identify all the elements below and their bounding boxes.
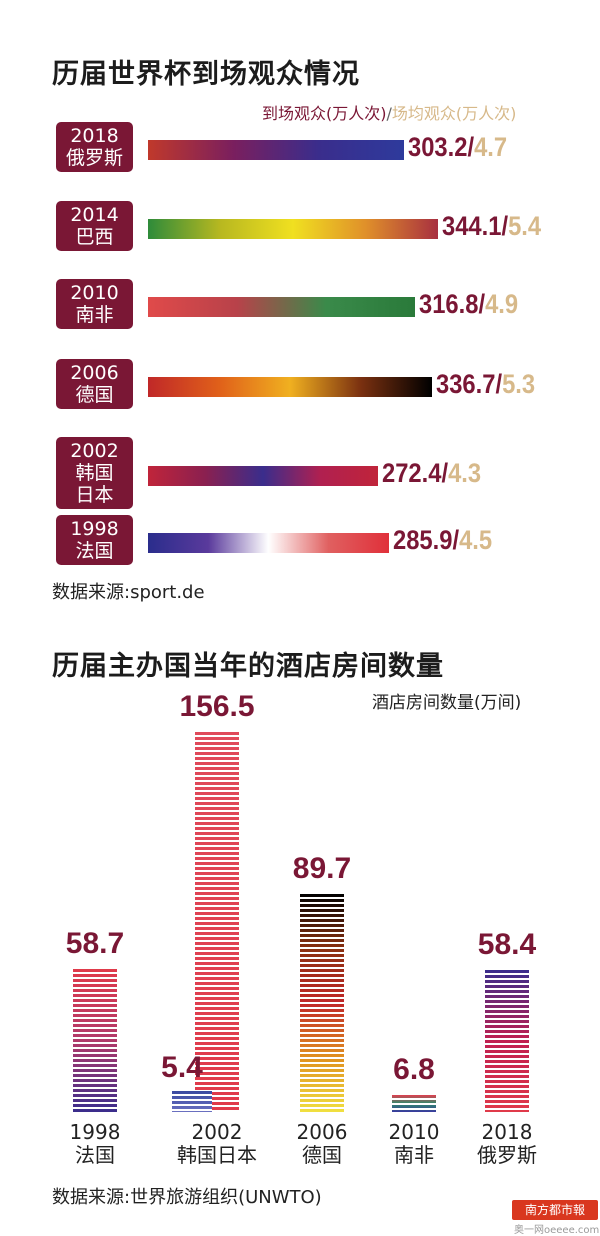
category-year: 2014 — [70, 204, 119, 226]
room-bar-small — [172, 1091, 212, 1112]
value-label: 285.9/4.5 — [393, 525, 492, 556]
attendance-bar — [148, 297, 415, 317]
category-country: 俄罗斯 — [477, 1143, 537, 1167]
chart1-legend: 到场观众(万人次)/场均观众(万人次) — [262, 100, 516, 124]
legend-attendance: 到场观众(万人次) — [262, 104, 387, 123]
value-separator: / — [452, 525, 460, 555]
room-bar-1998 — [73, 969, 117, 1112]
room-value-label: 6.8 — [393, 1053, 435, 1086]
category-year: 2006 — [70, 362, 119, 384]
category-year: 2002 — [70, 440, 119, 462]
category-year: 2018 — [481, 1120, 533, 1144]
category-country: 俄罗斯 — [65, 147, 123, 169]
category-country: 巴西 — [75, 226, 114, 248]
category-country: 日本 — [75, 484, 114, 506]
average-value: 5.3 — [502, 369, 536, 399]
room-bar-2002 — [195, 732, 239, 1112]
average-value: 4.3 — [448, 458, 482, 488]
value-label: 344.1/5.4 — [442, 211, 541, 242]
value-label: 272.4/4.3 — [382, 458, 481, 489]
chart2-title: 历届主办国当年的酒店房间数量 — [52, 651, 444, 682]
room-bar-2018 — [485, 970, 529, 1112]
chart1-title: 历届世界杯到场观众情况 — [52, 59, 360, 90]
room-bar-2010 — [392, 1095, 436, 1112]
legend-average: 场均观众(万人次) — [391, 104, 517, 123]
average-value: 4.7 — [474, 132, 508, 162]
category-country: 韩国日本 — [177, 1143, 257, 1167]
attendance-value: 336.7 — [436, 369, 496, 399]
room-value-label: 58.7 — [65, 927, 125, 960]
category-label-1998: 1998 法国 — [35, 1121, 155, 1167]
chart1-source: 数据来源:sport.de — [52, 582, 205, 603]
category-year: 2010 — [70, 282, 119, 304]
category-country: 德国 — [75, 384, 114, 406]
average-value: 5.4 — [508, 211, 542, 241]
attendance-bar — [148, 219, 438, 239]
watermark-sub: 奥一网oeeee.com — [514, 1225, 600, 1236]
attendance-value: 316.8 — [419, 289, 479, 319]
newspaper-logo: 南方都市報 — [512, 1200, 598, 1220]
attendance-value: 344.1 — [442, 211, 502, 241]
attendance-bar — [148, 466, 378, 486]
average-value: 4.5 — [459, 525, 493, 555]
average-value: 4.9 — [485, 289, 519, 319]
attendance-value: 272.4 — [382, 458, 442, 488]
category-tag-2018: 2018 俄罗斯 — [56, 122, 133, 172]
room-bar-2006 — [300, 894, 344, 1112]
value-separator: / — [495, 369, 503, 399]
value-label: 336.7/5.3 — [436, 369, 535, 400]
attendance-bar — [148, 140, 404, 160]
attendance-value: 285.9 — [393, 525, 453, 555]
room-value-label: 89.7 — [292, 852, 352, 885]
category-year: 1998 — [70, 518, 119, 540]
room-value-label: 58.4 — [477, 928, 537, 961]
chart2-unit-label: 酒店房间数量(万间) — [372, 693, 522, 713]
category-country: 法国 — [75, 540, 114, 562]
category-year: 2010 — [388, 1120, 440, 1144]
category-year: 2002 — [191, 1120, 243, 1144]
value-separator: / — [441, 458, 449, 488]
legend-separator: / — [386, 104, 392, 123]
attendance-bar — [148, 377, 432, 397]
category-label-2002: 2002 韩国日本 — [157, 1121, 277, 1167]
attendance-bar — [148, 533, 389, 553]
room-value-label-small: 5.4 — [161, 1051, 203, 1084]
category-tag-2002: 2002 韩国 日本 — [56, 437, 133, 509]
category-tag-1998: 1998 法国 — [56, 515, 133, 565]
chart2-source: 数据来源:世界旅游组织(UNWTO) — [52, 1187, 322, 1208]
category-label-2006: 2006 德国 — [262, 1121, 382, 1167]
category-label-2018: 2018 俄罗斯 — [447, 1121, 567, 1167]
value-label: 303.2/4.7 — [408, 132, 507, 163]
category-country: 韩国 — [75, 462, 114, 484]
value-separator: / — [478, 289, 486, 319]
category-year: 2018 — [70, 125, 119, 147]
category-country: 南非 — [394, 1143, 434, 1167]
room-value-label: 156.5 — [179, 690, 255, 723]
category-year: 2006 — [296, 1120, 348, 1144]
value-label: 316.8/4.9 — [419, 289, 518, 320]
category-country: 法国 — [75, 1143, 115, 1167]
value-separator: / — [501, 211, 509, 241]
attendance-value: 303.2 — [408, 132, 468, 162]
category-tag-2006: 2006 德国 — [56, 359, 133, 409]
category-country: 南非 — [75, 304, 114, 326]
value-separator: / — [467, 132, 475, 162]
category-tag-2014: 2014 巴西 — [56, 201, 133, 251]
category-tag-2010: 2010 南非 — [56, 279, 133, 329]
category-country: 德国 — [302, 1143, 342, 1167]
category-label-2010: 2010 南非 — [354, 1121, 474, 1167]
category-year: 1998 — [69, 1120, 121, 1144]
